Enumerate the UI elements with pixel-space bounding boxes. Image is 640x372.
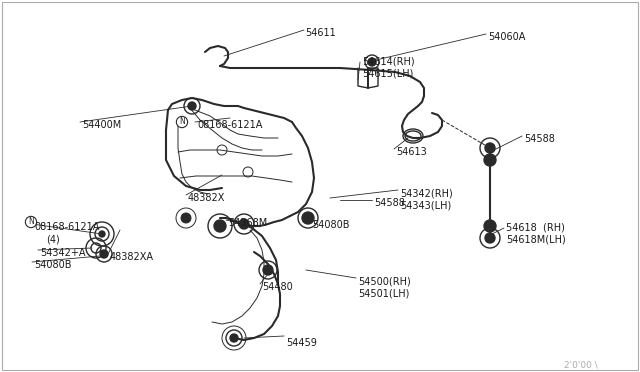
Text: 54611: 54611: [305, 28, 336, 38]
Circle shape: [302, 212, 314, 224]
Text: 54480: 54480: [262, 282, 292, 292]
Text: 54459: 54459: [286, 338, 317, 348]
Text: 08168-6121A: 08168-6121A: [34, 222, 99, 232]
Circle shape: [485, 143, 495, 153]
Circle shape: [485, 233, 495, 243]
Circle shape: [230, 334, 238, 342]
Text: 54613: 54613: [396, 147, 427, 157]
Text: 54588: 54588: [524, 134, 555, 144]
Text: N: N: [28, 218, 34, 227]
Circle shape: [368, 58, 376, 66]
Text: (4): (4): [46, 234, 60, 244]
Circle shape: [263, 265, 273, 275]
Text: 54368M: 54368M: [228, 218, 268, 228]
Circle shape: [484, 154, 496, 166]
Text: 54501(LH): 54501(LH): [358, 288, 410, 298]
Text: 54080B: 54080B: [34, 260, 72, 270]
Text: 54342+A: 54342+A: [40, 248, 86, 258]
Text: 54618M(LH): 54618M(LH): [506, 234, 566, 244]
Text: 54060A: 54060A: [488, 32, 525, 42]
Text: 2'0'00 \: 2'0'00 \: [564, 360, 598, 369]
Text: 54343(LH): 54343(LH): [400, 200, 451, 210]
Text: 48382X: 48382X: [188, 193, 225, 203]
Text: 54342(RH): 54342(RH): [400, 188, 452, 198]
Text: 54618  (RH): 54618 (RH): [506, 222, 565, 232]
Text: 54615(LH): 54615(LH): [362, 68, 413, 78]
Text: 54588: 54588: [374, 198, 405, 208]
Circle shape: [100, 250, 108, 258]
Circle shape: [484, 220, 496, 232]
Circle shape: [99, 231, 105, 237]
Text: 08168-6121A: 08168-6121A: [197, 120, 262, 130]
Text: 54080B: 54080B: [312, 220, 349, 230]
Circle shape: [239, 219, 249, 229]
Circle shape: [188, 102, 196, 110]
Text: 54400M: 54400M: [82, 120, 121, 130]
Circle shape: [214, 220, 226, 232]
Text: 54500(RH): 54500(RH): [358, 276, 411, 286]
Text: 48382XA: 48382XA: [110, 252, 154, 262]
Circle shape: [181, 213, 191, 223]
Text: N: N: [179, 118, 185, 126]
Text: 54614(RH): 54614(RH): [362, 56, 415, 66]
